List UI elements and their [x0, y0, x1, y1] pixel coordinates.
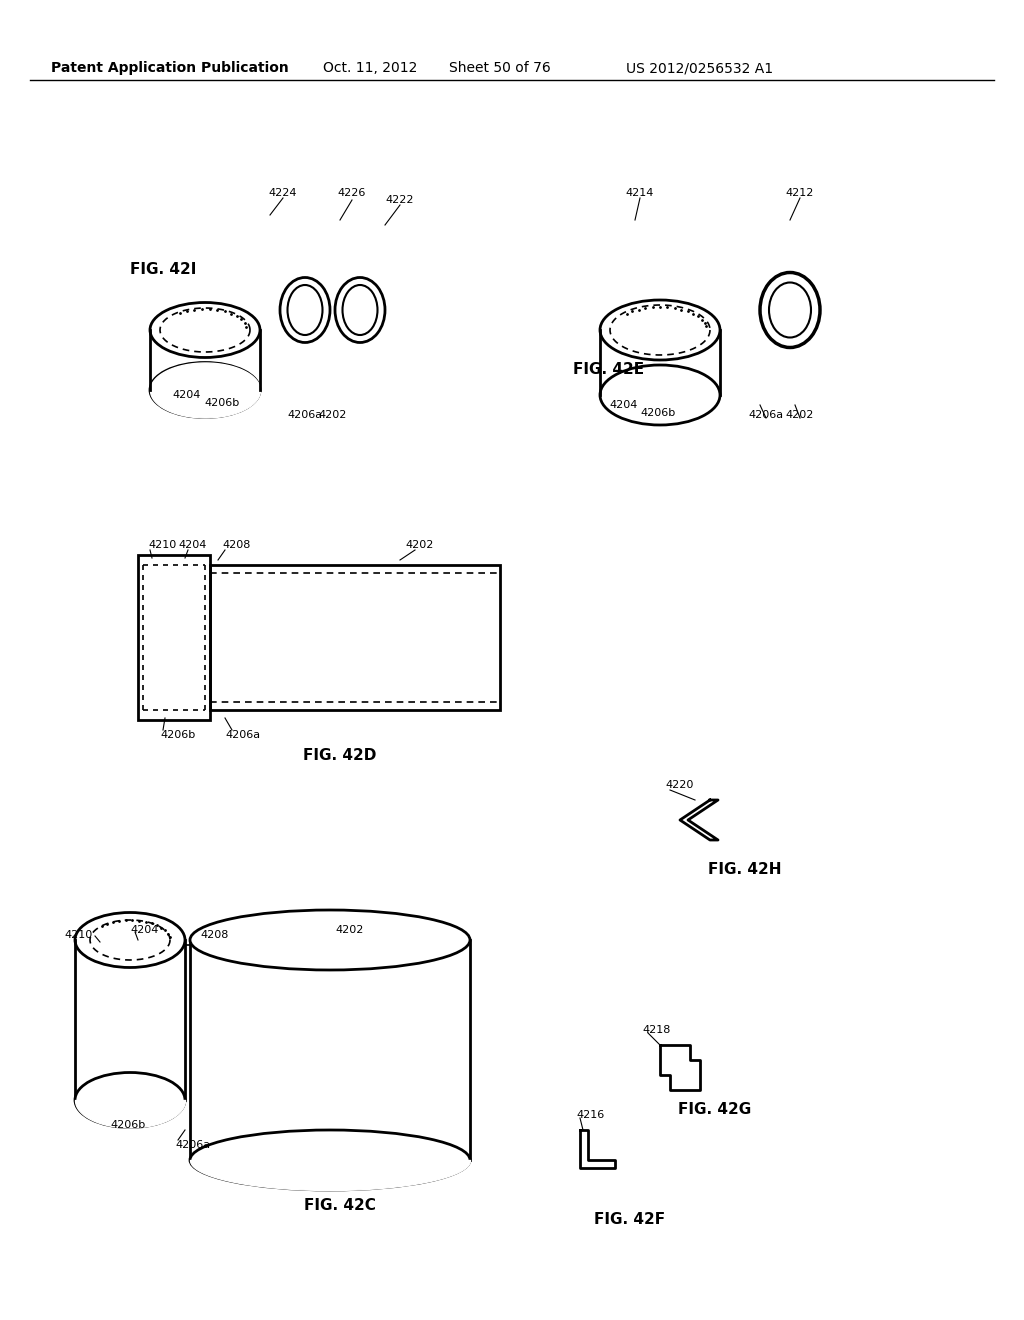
Text: FIG. 42C: FIG. 42C — [304, 1197, 376, 1213]
Text: 4206a: 4206a — [749, 411, 783, 420]
Text: 4204: 4204 — [610, 400, 638, 411]
Text: 4226: 4226 — [338, 187, 367, 198]
Ellipse shape — [75, 1072, 185, 1127]
Text: 4202: 4202 — [406, 540, 434, 550]
Text: 4208: 4208 — [222, 540, 251, 550]
Text: 4202: 4202 — [318, 411, 347, 420]
Text: 4204: 4204 — [130, 925, 159, 935]
Text: 4202: 4202 — [785, 411, 814, 420]
Text: Oct. 11, 2012: Oct. 11, 2012 — [323, 61, 417, 75]
Text: 4206b: 4206b — [160, 730, 196, 741]
Text: 4202: 4202 — [336, 925, 365, 935]
Text: 4216: 4216 — [575, 1110, 604, 1119]
Text: 4212: 4212 — [785, 187, 814, 198]
Text: 4206b: 4206b — [640, 408, 676, 418]
Bar — [210, 565, 500, 710]
Text: 4214: 4214 — [626, 187, 654, 198]
Text: Sheet 50 of 76: Sheet 50 of 76 — [450, 61, 551, 75]
Text: FIG. 42G: FIG. 42G — [678, 1102, 752, 1118]
Text: 4206b: 4206b — [205, 399, 240, 408]
Text: FIG. 42H: FIG. 42H — [709, 862, 781, 878]
Text: 4204: 4204 — [173, 389, 201, 400]
Text: 4204: 4204 — [178, 540, 207, 550]
Ellipse shape — [190, 909, 470, 970]
Text: 4210: 4210 — [148, 540, 176, 550]
Text: 4220: 4220 — [665, 780, 693, 789]
Text: FIG. 42E: FIG. 42E — [573, 363, 644, 378]
Text: 4206a: 4206a — [175, 1140, 210, 1150]
Text: 4206a: 4206a — [288, 411, 323, 420]
Text: 4208: 4208 — [200, 931, 228, 940]
Ellipse shape — [190, 1130, 470, 1191]
Text: 4206b: 4206b — [110, 1119, 145, 1130]
Text: FIG. 42F: FIG. 42F — [595, 1213, 666, 1228]
Text: 4222: 4222 — [386, 195, 415, 205]
Bar — [138, 554, 210, 719]
Text: FIG. 42I: FIG. 42I — [130, 263, 197, 277]
Text: Patent Application Publication: Patent Application Publication — [51, 61, 289, 75]
Text: US 2012/0256532 A1: US 2012/0256532 A1 — [627, 61, 773, 75]
Text: 4218: 4218 — [642, 1026, 671, 1035]
Text: FIG. 42D: FIG. 42D — [303, 747, 377, 763]
Text: 4224: 4224 — [268, 187, 297, 198]
Text: 4206a: 4206a — [225, 730, 260, 741]
Text: 4210: 4210 — [65, 931, 93, 940]
